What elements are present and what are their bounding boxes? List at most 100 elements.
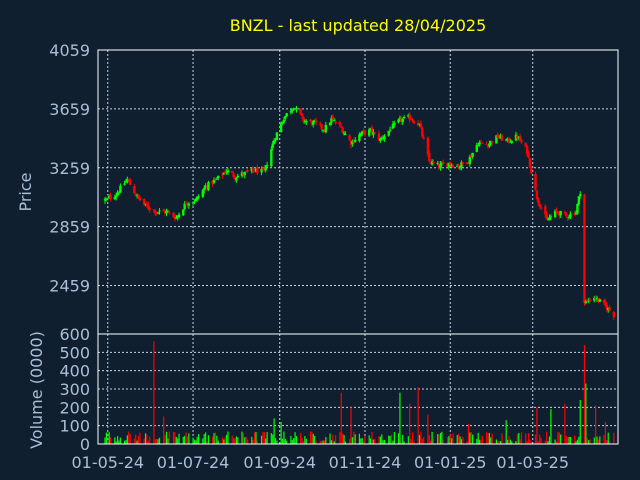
candle-body (490, 141, 494, 143)
candle-body (321, 129, 325, 131)
volume-bar (227, 431, 229, 444)
candle-body (293, 108, 297, 110)
candle-body (135, 195, 139, 197)
candle-body (116, 192, 119, 196)
volume-bar (301, 437, 303, 444)
volume-bar (123, 440, 126, 444)
candle-body (352, 140, 356, 143)
candle-body (421, 127, 424, 137)
candle-body (538, 204, 541, 207)
candle-body (584, 301, 588, 304)
candle-body (165, 210, 168, 214)
price-tick-label: 3259 (49, 159, 90, 178)
candle-body (372, 131, 375, 135)
candle-body (242, 173, 245, 176)
price-tick-label: 2459 (49, 277, 90, 296)
volume-bar (321, 440, 323, 444)
volume-tick-label: 300 (59, 380, 90, 399)
candle-body (422, 137, 425, 139)
volume-bar (537, 441, 539, 444)
volume-bar (226, 434, 228, 444)
candle-body (367, 129, 371, 136)
volume-bar (193, 439, 196, 444)
candle-body (330, 117, 333, 123)
candle-body (574, 212, 578, 214)
candle-body (475, 145, 479, 152)
volume-tick-label: 100 (59, 417, 90, 436)
volume-bar (311, 431, 313, 444)
candle-body (320, 124, 323, 129)
volume-bar (583, 345, 586, 444)
volume-bar (599, 436, 601, 444)
volume-tick-label: 600 (59, 325, 90, 344)
volume-bar (520, 432, 523, 444)
candle-body (342, 132, 346, 134)
volume-bar (487, 433, 489, 444)
candle-body (358, 134, 361, 141)
volume-bar (518, 432, 520, 444)
candle-body (398, 117, 402, 120)
candle-body (517, 136, 520, 139)
candle-body (186, 203, 189, 205)
volume-bar (242, 433, 244, 444)
candle-body (113, 197, 116, 199)
volume-bar (253, 432, 256, 444)
candle-body (312, 121, 315, 125)
volume-bar (256, 440, 258, 444)
volume-bar (114, 437, 116, 444)
volume-bar (604, 422, 607, 444)
volume-bar (115, 441, 117, 444)
price-frame (97, 49, 619, 335)
candle-body (246, 170, 249, 172)
volume-bar (362, 440, 365, 444)
candle-body (279, 123, 283, 133)
candle-body (460, 162, 463, 168)
candle-body (524, 143, 527, 147)
volume-bar (446, 437, 449, 444)
volume-bar (344, 441, 347, 444)
candle-body (138, 197, 142, 201)
volume-bar (451, 438, 453, 444)
volume-tick-label: 200 (59, 398, 90, 417)
candle-body (612, 311, 616, 318)
volume-bar (547, 441, 549, 444)
candle-body (214, 178, 217, 180)
candle-body (500, 135, 504, 141)
volume-bar (329, 433, 331, 444)
candle-body (127, 179, 130, 181)
volume-bar (235, 436, 237, 444)
volume-bar (586, 437, 588, 444)
volume-bar (280, 422, 282, 444)
candle-body (499, 135, 502, 139)
volume-bar (315, 440, 317, 444)
candle-body (193, 201, 196, 203)
candle-body (144, 203, 147, 205)
candle-body (155, 212, 158, 214)
volume-axis-label: Volume (0000) (27, 331, 46, 449)
candle-body (303, 120, 307, 122)
volume-bar (216, 435, 218, 444)
candle-body (553, 210, 557, 217)
volume-bar (232, 437, 235, 444)
candle-body (172, 212, 175, 217)
volume-bar (411, 432, 414, 444)
candle-body (432, 161, 435, 163)
volume-tick-label: 500 (59, 343, 90, 362)
candle-body (142, 198, 146, 205)
volume-bar (476, 438, 478, 444)
chart-title: BNZL - last updated 28/04/2025 (230, 16, 487, 35)
volume-bar (511, 441, 513, 444)
candle-body (449, 161, 452, 165)
volume-bar (221, 437, 224, 444)
volume-bar (177, 438, 179, 444)
volume-bar (351, 437, 354, 444)
candle-body (481, 142, 484, 144)
volume-bar (495, 439, 497, 444)
volume-bar (430, 440, 432, 444)
candle-body (244, 171, 248, 173)
volume-bar (456, 435, 458, 444)
candle-body (397, 119, 400, 123)
volume-bar (420, 431, 422, 444)
candle-body (162, 209, 165, 212)
